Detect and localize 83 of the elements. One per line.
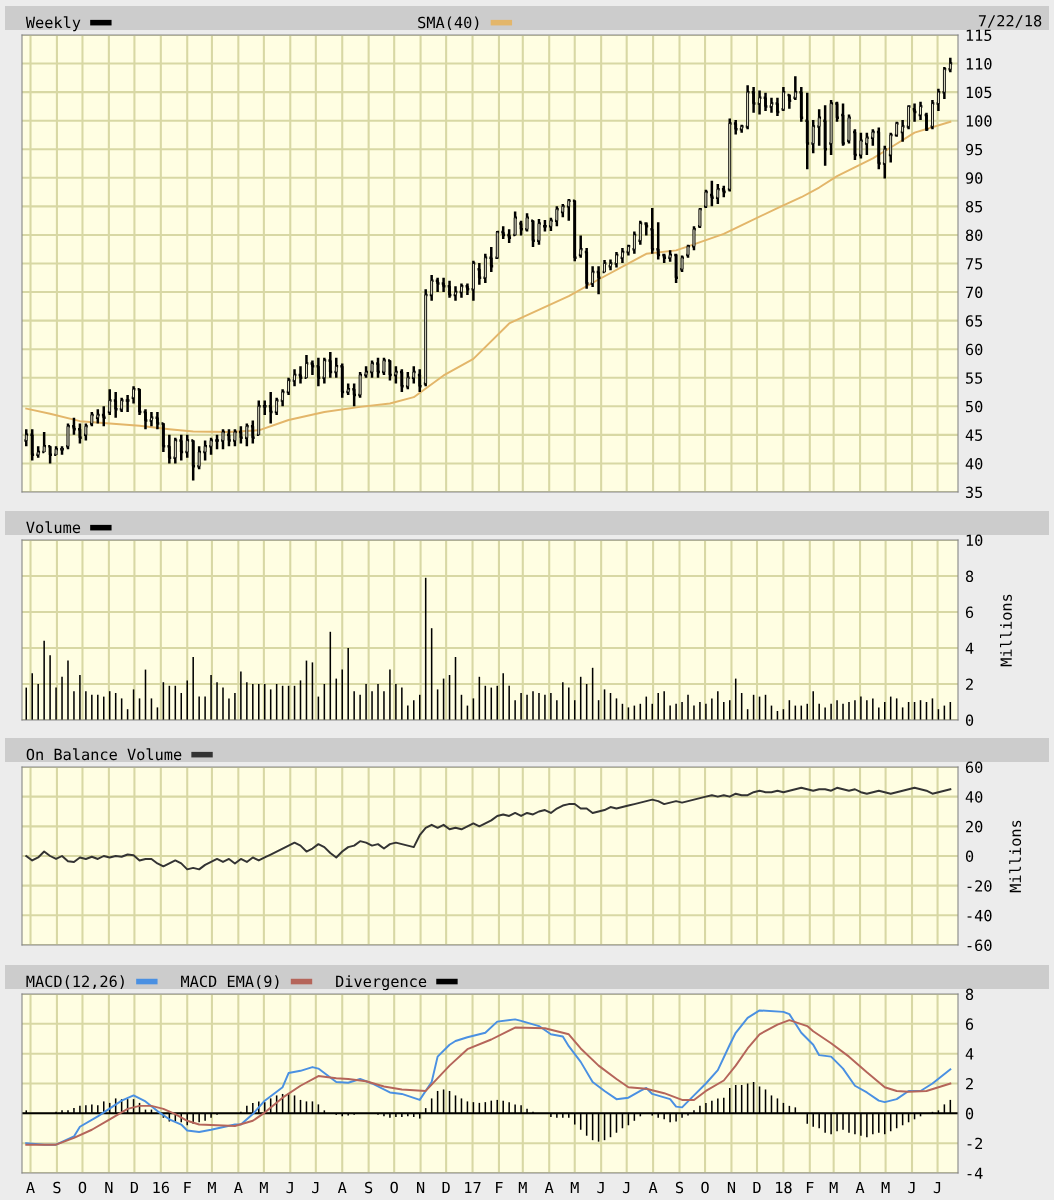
x-tick-label: M	[829, 1181, 838, 1194]
y-tick-label: -2	[967, 1137, 983, 1150]
y-tick-label: 85	[965, 200, 983, 213]
y-tick-label: 70	[965, 286, 983, 299]
y-tick-label: 65	[965, 315, 983, 327]
y-tick-label: 100	[966, 115, 992, 127]
y-tick-label: -20	[967, 880, 992, 892]
x-tick-label: S	[675, 1181, 684, 1194]
x-tick-label: J	[933, 1181, 941, 1194]
x-tick-label: A	[648, 1181, 658, 1194]
x-tick-label: F	[496, 1181, 503, 1194]
y-tick-label: 55	[966, 372, 983, 384]
y-tick-label: 20	[966, 820, 983, 833]
y-axis-title: Millions	[1000, 594, 1012, 667]
y-axis-title: Millions	[1009, 820, 1022, 893]
y-tick-label: 60	[965, 761, 983, 774]
y-tick-label: 2	[966, 678, 973, 690]
x-tick-label: J	[622, 1181, 630, 1194]
y-tick-label: 90	[965, 172, 983, 184]
x-tick-label: F	[806, 1181, 814, 1194]
text: 7/22/18	[978, 15, 1042, 28]
x-tick-label: S	[365, 1181, 373, 1194]
x-tick-label: M	[881, 1181, 890, 1194]
x-tick-label: J	[312, 1181, 319, 1194]
x-tick-label: J	[908, 1181, 915, 1194]
y-tick-label: 4	[965, 642, 974, 654]
x-tick-label: M	[207, 1181, 216, 1194]
y-tick-label: 40	[965, 457, 983, 470]
x-tick-label: N	[727, 1181, 736, 1194]
x-tick-label: A	[337, 1181, 347, 1194]
y-tick-label: 0	[965, 850, 974, 863]
y-tick-label: 10	[966, 534, 983, 547]
y-tick-label: 115	[966, 29, 992, 42]
x-tick-label: A	[855, 1181, 865, 1194]
x-tick-label: M	[259, 1181, 268, 1194]
y-tick-label: -4	[967, 1167, 983, 1179]
y-tick-label: 6	[965, 1018, 974, 1030]
y-tick-label: -40	[967, 909, 992, 922]
x-tick-label: O	[701, 1181, 709, 1194]
y-tick-label: 40	[965, 791, 983, 803]
x-tick-label: N	[105, 1181, 113, 1194]
legend-label: SMA(40)	[418, 16, 479, 31]
x-tick-label: 17	[465, 1181, 481, 1194]
legend-label: MACD EMA(9)	[181, 975, 279, 989]
y-tick-label: 60	[965, 343, 983, 356]
y-tick-label: 8	[965, 570, 974, 583]
legend-label: Divergence	[336, 975, 427, 991]
x-tick-label: A	[26, 1181, 35, 1194]
x-tick-label: J	[597, 1181, 604, 1194]
x-tick-label: A	[234, 1181, 243, 1194]
x-tick-label: 16	[153, 1181, 170, 1194]
y-tick-label: 105	[966, 86, 992, 99]
x-tick-label: J	[286, 1181, 293, 1194]
y-tick-label: 6	[965, 606, 974, 619]
x-tick-label: D	[753, 1181, 761, 1194]
y-tick-label: 95	[965, 143, 983, 156]
y-tick-label: -60	[967, 939, 992, 952]
x-tick-label: N	[417, 1181, 425, 1194]
y-tick-label: 45	[965, 429, 983, 441]
x-tick-label: O	[78, 1181, 87, 1194]
legend-label: Volume	[26, 521, 81, 534]
y-tick-label: 75	[965, 258, 983, 270]
y-tick-label: 50	[966, 400, 983, 413]
x-tick-label: A	[544, 1181, 554, 1194]
y-tick-label: 2	[966, 1078, 973, 1090]
y-tick-label: 35	[965, 486, 983, 499]
legend-label: On Balance Volume	[26, 748, 182, 761]
x-tick-label: F	[184, 1181, 191, 1194]
legend-label: MACD(12,26)	[26, 975, 124, 990]
x-tick-label: D	[130, 1181, 139, 1194]
y-tick-label: 0	[965, 714, 974, 727]
y-tick-label: 80	[965, 229, 983, 241]
y-tick-label: 110	[966, 58, 992, 70]
x-tick-label: S	[53, 1181, 61, 1194]
x-tick-label: 18	[776, 1181, 792, 1194]
x-tick-label: O	[390, 1181, 398, 1194]
y-tick-label: 8	[965, 988, 974, 1001]
x-tick-label: M	[518, 1181, 527, 1194]
y-tick-label: 4	[965, 1048, 974, 1060]
x-tick-label: D	[442, 1181, 450, 1194]
x-tick-label: M	[570, 1181, 579, 1194]
legend-label: Weekly	[25, 16, 81, 32]
y-tick-label: 0	[965, 1107, 974, 1120]
